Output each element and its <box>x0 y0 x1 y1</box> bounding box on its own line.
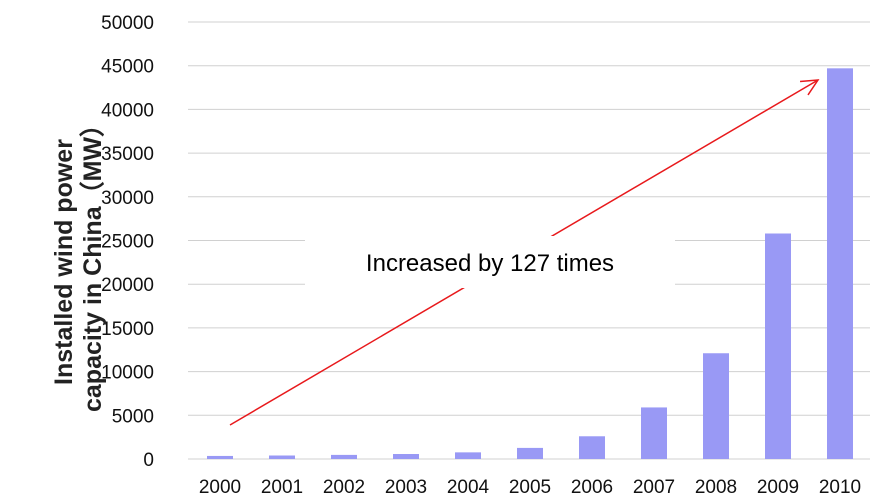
x-tick-label: 2010 <box>819 477 861 498</box>
y-axis-label: Installed wind power capacity in China（M… <box>50 112 107 412</box>
bar-2004 <box>455 452 481 459</box>
growth-arrow-head <box>799 79 820 96</box>
x-tick-label: 2005 <box>509 477 551 498</box>
y-tick-label: 20000 <box>101 275 154 296</box>
bars <box>207 68 853 460</box>
bar-2006 <box>579 436 605 459</box>
bar-2000 <box>207 455 233 459</box>
x-tick-label: 2008 <box>695 477 737 498</box>
y-axis-label-line2: capacity in China（MW） <box>78 112 107 412</box>
x-tick-label: 2000 <box>199 477 241 498</box>
x-tick-label: 2007 <box>633 477 675 498</box>
bar-2010 <box>827 68 853 460</box>
y-tick-label: 5000 <box>112 406 154 427</box>
annotation-background <box>305 236 675 288</box>
x-tick-label: 2006 <box>571 477 613 498</box>
y-tick-label: 45000 <box>101 57 154 78</box>
y-tick-labels: 0 5000 10000 15000 20000 25000 30000 35000 40000… <box>101 13 154 471</box>
annotation-label: Increased by 127 times <box>366 250 614 277</box>
x-tick-label: 2003 <box>385 477 427 498</box>
bar-2007 <box>641 407 667 459</box>
bar-2009 <box>765 233 791 459</box>
y-tick-label: 30000 <box>101 188 154 209</box>
bar-2001 <box>269 455 295 459</box>
bar-2008 <box>703 353 729 459</box>
y-tick-label: 35000 <box>101 144 154 165</box>
bar-2003 <box>393 454 419 459</box>
y-tick-label: 40000 <box>101 100 154 121</box>
y-tick-label: 10000 <box>101 363 154 384</box>
bar-2002 <box>331 454 357 459</box>
x-tick-label: 2002 <box>323 477 365 498</box>
y-tick-label: 0 <box>143 450 154 471</box>
y-tick-label: 25000 <box>101 232 154 253</box>
bar-2005 <box>517 447 543 459</box>
x-tick-label: 2004 <box>447 477 490 498</box>
x-tick-label: 2009 <box>757 477 799 498</box>
y-axis-label-line1: Installed wind power <box>50 139 78 385</box>
x-tick-label: 2001 <box>261 477 303 498</box>
y-tick-label: 15000 <box>101 319 154 340</box>
x-tick-labels: 2000 2001 2002 2003 2004 2005 2006 2007 2008 2009… <box>199 477 861 498</box>
y-tick-label: 50000 <box>101 13 154 34</box>
